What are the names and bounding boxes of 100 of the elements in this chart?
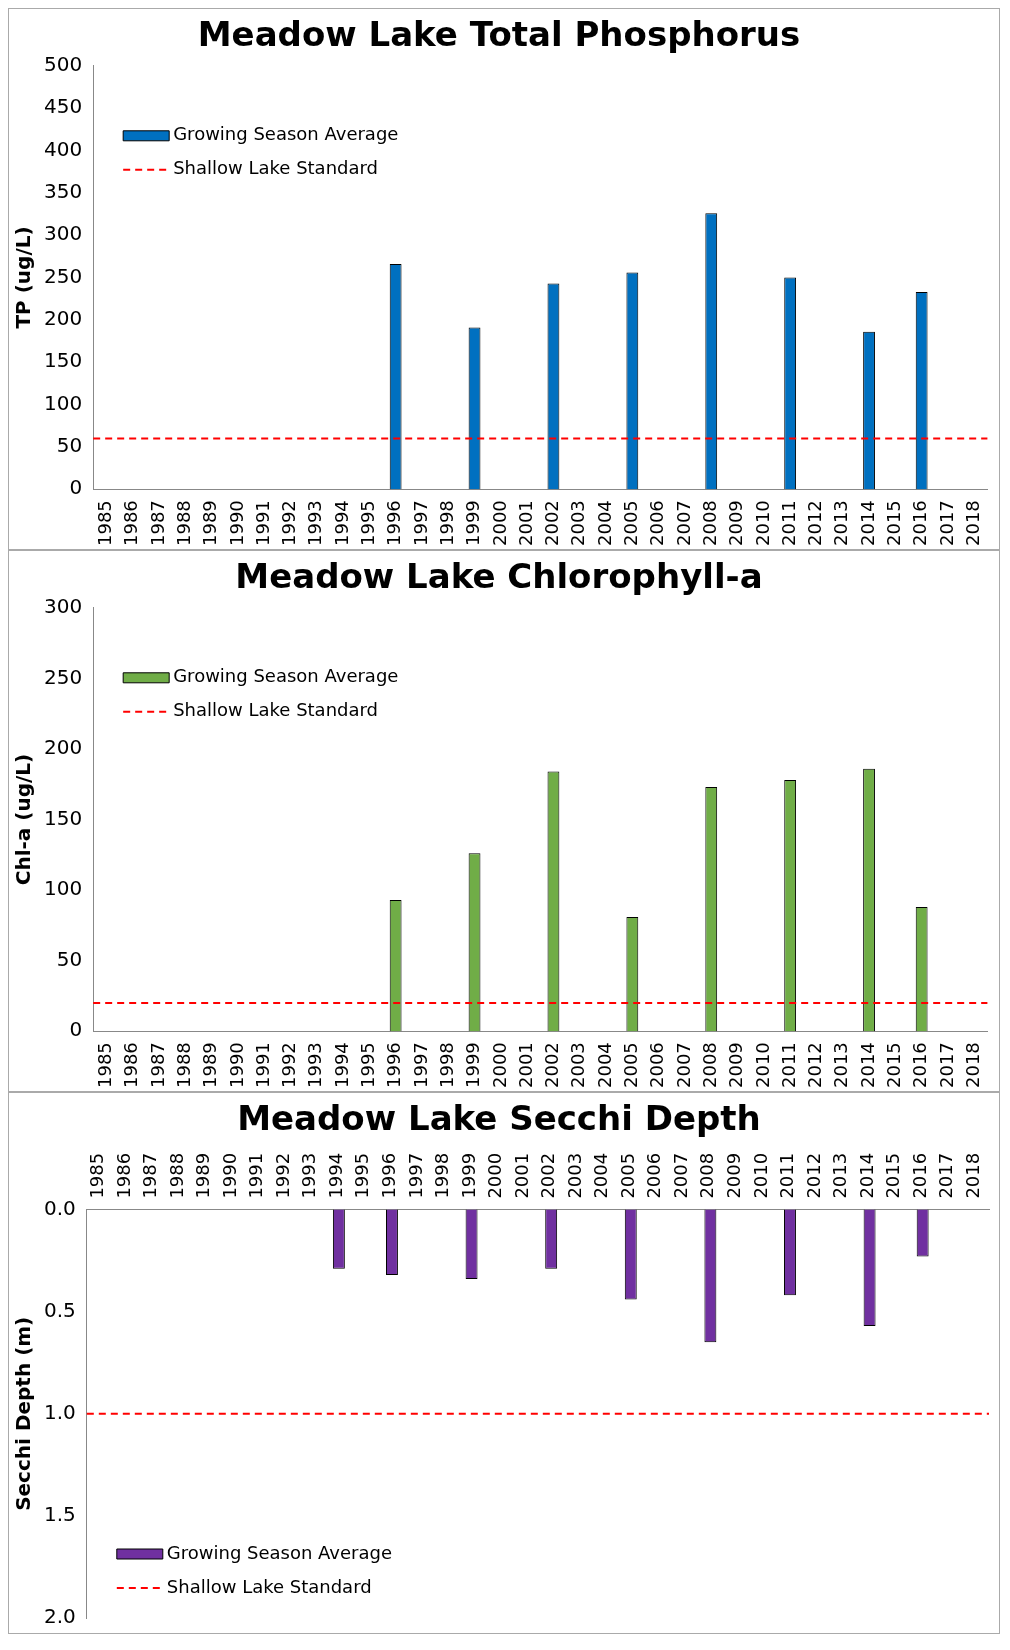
x-tick-label: 2004: [593, 1042, 615, 1088]
y-tick-label: 1.0: [43, 1400, 76, 1425]
x-tick-label: 1996: [383, 1042, 405, 1088]
x-tick-label: 2011: [776, 1152, 798, 1199]
x-tick-label: 2018: [961, 1042, 983, 1088]
x-tick-label: 1986: [112, 1152, 134, 1199]
y-tick-label: 100: [43, 876, 83, 901]
x-tick-label: 2012: [802, 1152, 824, 1199]
x-tick-label: 2015: [883, 500, 905, 546]
x-tick-label: 1989: [192, 1152, 214, 1199]
x-tick-label: 2015: [883, 1042, 905, 1088]
x-tick-label: 1990: [218, 1152, 240, 1199]
x-tick-label: 2009: [725, 500, 747, 546]
x-tick-label: 2008: [698, 1042, 720, 1088]
x-tick-label: 2011: [777, 1042, 799, 1088]
y-tick-label: 0.5: [43, 1297, 76, 1322]
x-tick-label: 2003: [567, 1042, 589, 1088]
x-tick-label: 2003: [563, 1152, 585, 1199]
y-tick-label: 350: [43, 179, 83, 204]
x-tick-label: 1995: [357, 1042, 378, 1088]
x-tick-label: 2009: [725, 1042, 747, 1088]
x-tick-label: 2002: [537, 1152, 559, 1199]
x-tick-label: 2017: [935, 1042, 957, 1088]
y-tick-label: 0.0: [43, 1195, 76, 1220]
x-tick-label: 1997: [409, 1042, 431, 1088]
x-tick-label: 2013: [830, 1042, 852, 1088]
y-tick-label: 450: [43, 94, 83, 119]
y-tick-label: 200: [43, 735, 83, 760]
x-tick-label: 1992: [271, 1152, 293, 1199]
legend-label: Growing Season Average: [173, 123, 399, 145]
x-tick-label: 2016: [909, 500, 931, 546]
x-tick-label: 1988: [172, 500, 194, 546]
y-tick-label: 150: [43, 348, 83, 373]
legend-label: Growing Season Average: [166, 1541, 393, 1563]
x-tick-label: 2007: [672, 1042, 694, 1088]
x-tick-label: 1985: [94, 500, 115, 546]
x-tick-label: 2012: [804, 500, 826, 546]
y-tick-label: 150: [43, 805, 83, 830]
x-tick-label: 1998: [431, 1152, 453, 1199]
x-tick-label: 2011: [777, 500, 799, 546]
y-tick-label: 50: [56, 946, 83, 971]
x-tick-label: 2001: [510, 1152, 532, 1199]
x-tick-label: 2000: [488, 500, 510, 546]
y-tick-label: 250: [43, 664, 83, 689]
x-tick-label: 1991: [245, 1152, 267, 1199]
x-tick-label: 2005: [620, 500, 642, 546]
y-axis-title: Secchi Depth (m): [11, 1316, 36, 1511]
x-tick-label: 2005: [616, 1152, 638, 1199]
x-tick-label: 2008: [696, 1152, 718, 1199]
x-tick-label: 1996: [383, 500, 405, 546]
x-tick-label: 2013: [830, 500, 852, 546]
x-tick-label: 2014: [856, 500, 878, 546]
x-tick-label: 2009: [722, 1152, 744, 1199]
x-tick-label: 2003: [567, 500, 589, 546]
x-tick-label: 2014: [856, 1042, 878, 1088]
x-tick-label: 2016: [909, 1042, 931, 1088]
x-tick-label: 1989: [199, 500, 221, 546]
x-tick-label: 2016: [908, 1152, 930, 1199]
x-tick-label: 1994: [330, 1042, 352, 1088]
y-tick-label: 100: [43, 390, 83, 415]
x-tick-label: 2005: [620, 1042, 642, 1088]
x-tick-label: 1991: [251, 500, 273, 546]
x-tick-label: 1994: [324, 1152, 346, 1199]
x-tick-label: 2000: [484, 1152, 506, 1199]
x-tick-label: 1998: [435, 500, 457, 546]
x-tick-label: 1985: [94, 1042, 115, 1088]
y-axis-title: TP (ug/L): [11, 226, 36, 329]
y-tick-label: 400: [43, 136, 83, 161]
x-tick-label: 1993: [304, 1042, 326, 1088]
x-tick-label: 1996: [378, 1152, 400, 1199]
x-tick-label: 2001: [514, 1042, 536, 1088]
y-tick-label: 200: [43, 306, 83, 331]
x-tick-label: 2014: [855, 1152, 877, 1199]
x-tick-label: 2007: [669, 1152, 691, 1199]
x-tick-label: 2015: [882, 1152, 904, 1199]
y-tick-label: 2.0: [43, 1604, 76, 1629]
x-tick-label: 1990: [225, 500, 247, 546]
x-tick-label: 1987: [139, 1152, 161, 1199]
x-tick-label: 1991: [251, 1042, 273, 1088]
x-tick-label: 1992: [278, 1042, 300, 1088]
x-tick-label: 1985: [86, 1152, 108, 1199]
chart-title: Meadow Lake Total Phosphorus: [197, 14, 801, 55]
legend-label: Growing Season Average: [173, 665, 399, 687]
y-tick-label: 500: [43, 52, 83, 76]
x-tick-label: 2004: [590, 1152, 612, 1199]
x-tick-label: 2013: [829, 1152, 851, 1199]
x-tick-label: 1999: [457, 1152, 479, 1199]
x-tick-label: 2017: [935, 1152, 957, 1199]
x-tick-label: 2002: [541, 500, 563, 546]
x-tick-label: 2008: [698, 500, 720, 546]
x-tick-label: 1989: [199, 1042, 221, 1088]
legend-label: Shallow Lake Standard: [166, 1575, 372, 1597]
x-tick-label: 2010: [751, 1042, 773, 1088]
chart-title: Meadow Lake Chlorophyll-a: [235, 556, 763, 597]
x-tick-label: 2004: [593, 500, 615, 546]
x-tick-label: 2006: [646, 1042, 668, 1088]
x-tick-label: 2017: [935, 500, 957, 546]
x-tick-label: 1987: [146, 500, 168, 546]
legend-label: Shallow Lake Standard: [173, 157, 379, 179]
x-tick-label: 2007: [672, 500, 694, 546]
